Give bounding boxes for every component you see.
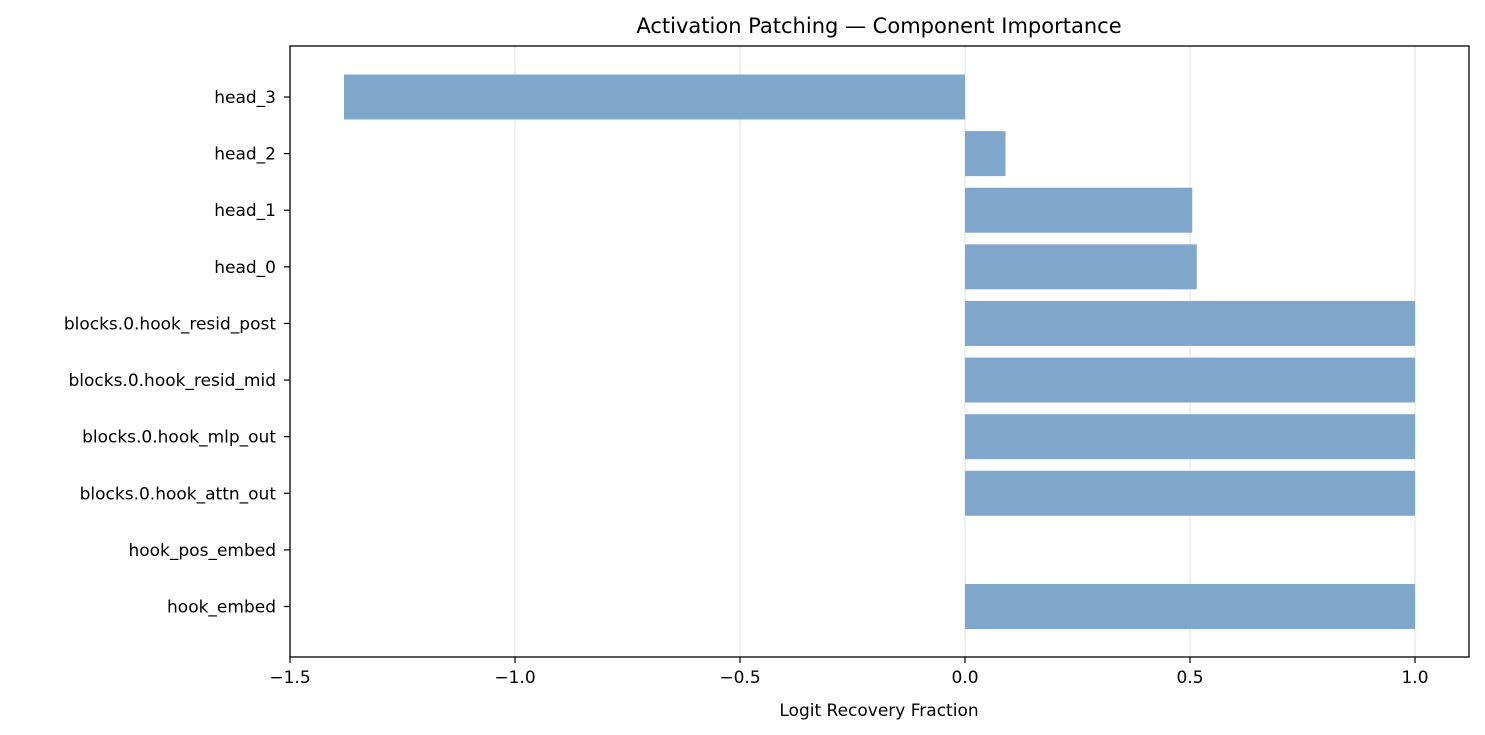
y-tick-label: hook_embed — [167, 598, 276, 618]
x-tick-label: 0.0 — [951, 668, 978, 688]
bar-hook-embed — [965, 584, 1415, 629]
bar-head-2 — [965, 131, 1006, 177]
y-tick-label: head_0 — [214, 258, 276, 278]
y-tick-label: blocks.0.hook_attn_out — [80, 484, 277, 504]
bar-blocks-0-hook-mlp-out — [965, 414, 1415, 460]
bar-blocks-0-hook-attn-out — [965, 470, 1415, 516]
bar-head-3 — [344, 74, 965, 120]
x-tick-label: 0.5 — [1176, 668, 1203, 688]
bar-head-1 — [965, 187, 1193, 233]
plot-frame — [289, 45, 1470, 658]
bar-blocks-0-hook-resid-post — [965, 300, 1415, 346]
y-tick-label: head_2 — [214, 145, 276, 165]
y-tick-label: blocks.0.hook_mlp_out — [82, 428, 276, 448]
x-tick-label: −1.5 — [269, 668, 310, 688]
chart-title: Activation Patching — Component Importan… — [636, 14, 1121, 38]
grid-lines — [289, 46, 1416, 657]
x-axis-label: Logit Recovery Fraction — [779, 701, 978, 721]
x-axis-ticks: −1.5 −1.0 −0.5 0.0 0.5 1.0 — [269, 657, 1429, 688]
x-tick-label: 1.0 — [1401, 668, 1428, 688]
y-tick-label: hook_pos_embed — [128, 541, 276, 561]
y-tick-label: blocks.0.hook_resid_post — [64, 314, 277, 334]
y-tick-label: blocks.0.hook_resid_mid — [68, 371, 276, 391]
bars — [344, 74, 1415, 629]
y-tick-label: head_3 — [214, 88, 276, 108]
bar-head-0 — [965, 244, 1197, 290]
y-axis-ticks: hook_embed hook_pos_embed blocks.0.hook_at… — [64, 88, 290, 618]
bar-blocks-0-hook-resid-mid — [965, 357, 1415, 403]
x-tick-label: −1.0 — [494, 668, 535, 688]
y-tick-label: head_1 — [214, 201, 276, 221]
x-tick-label: −0.5 — [719, 668, 760, 688]
